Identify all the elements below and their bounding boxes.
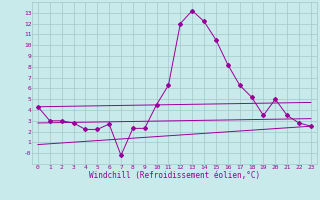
- X-axis label: Windchill (Refroidissement éolien,°C): Windchill (Refroidissement éolien,°C): [89, 171, 260, 180]
